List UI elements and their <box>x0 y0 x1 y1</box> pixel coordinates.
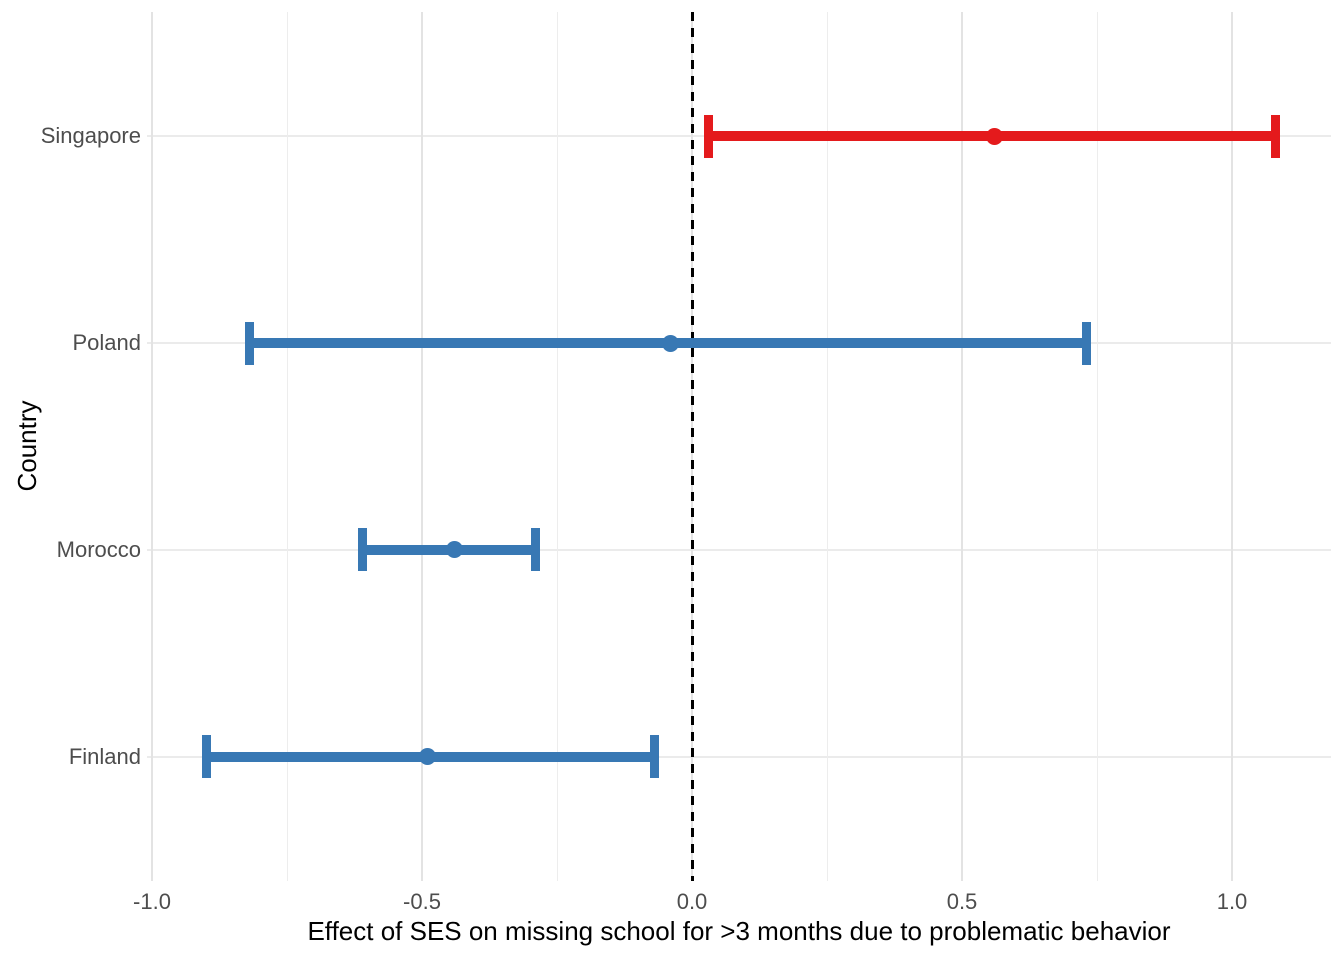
x-tick-label: 1.0 <box>1216 889 1248 914</box>
error-bar-cap-left <box>201 735 211 779</box>
y-tick-label-poland: Poland <box>72 330 141 356</box>
error-bar-cap-left <box>244 321 254 365</box>
y-axis-title: Country <box>12 400 42 492</box>
point-estimate <box>985 127 1003 145</box>
error-bar-cap-left <box>358 528 368 572</box>
y-gridline <box>147 548 1331 551</box>
x-axis-title: Effect of SES on missing school for >3 m… <box>307 916 1171 946</box>
y-tick-label-finland: Finland <box>68 743 141 769</box>
x-tick-label: -0.5 <box>403 889 441 914</box>
point-estimate <box>445 541 463 559</box>
x-gridline-major <box>151 12 153 881</box>
y-tick-label-singapore: Singapore <box>40 123 141 149</box>
x-gridline-major <box>1231 12 1233 881</box>
error-bar-cap-left <box>703 114 713 158</box>
x-tick-label: 0.0 <box>676 889 708 914</box>
x-gridline-minor <box>286 12 288 881</box>
y-gridline <box>147 755 1331 758</box>
point-estimate <box>418 748 436 766</box>
point-estimate <box>661 334 679 352</box>
error-bar-cap-right <box>1270 114 1280 158</box>
error-bar-cap-right <box>1081 321 1091 365</box>
error-bar-cap-right <box>530 528 540 572</box>
y-tick-label-morocco: Morocco <box>56 536 141 562</box>
x-tick-label: -1.0 <box>133 889 171 914</box>
x-gridline-minor <box>826 12 828 881</box>
zero-reference-line <box>690 12 694 881</box>
x-gridline-minor <box>1096 12 1098 881</box>
x-gridline-major <box>421 12 423 881</box>
x-gridline-minor <box>556 12 558 881</box>
error-bar-cap-right <box>649 735 659 779</box>
x-gridline-major <box>961 12 963 881</box>
x-tick-label: 0.5 <box>946 889 978 914</box>
plot-panel <box>147 12 1331 881</box>
